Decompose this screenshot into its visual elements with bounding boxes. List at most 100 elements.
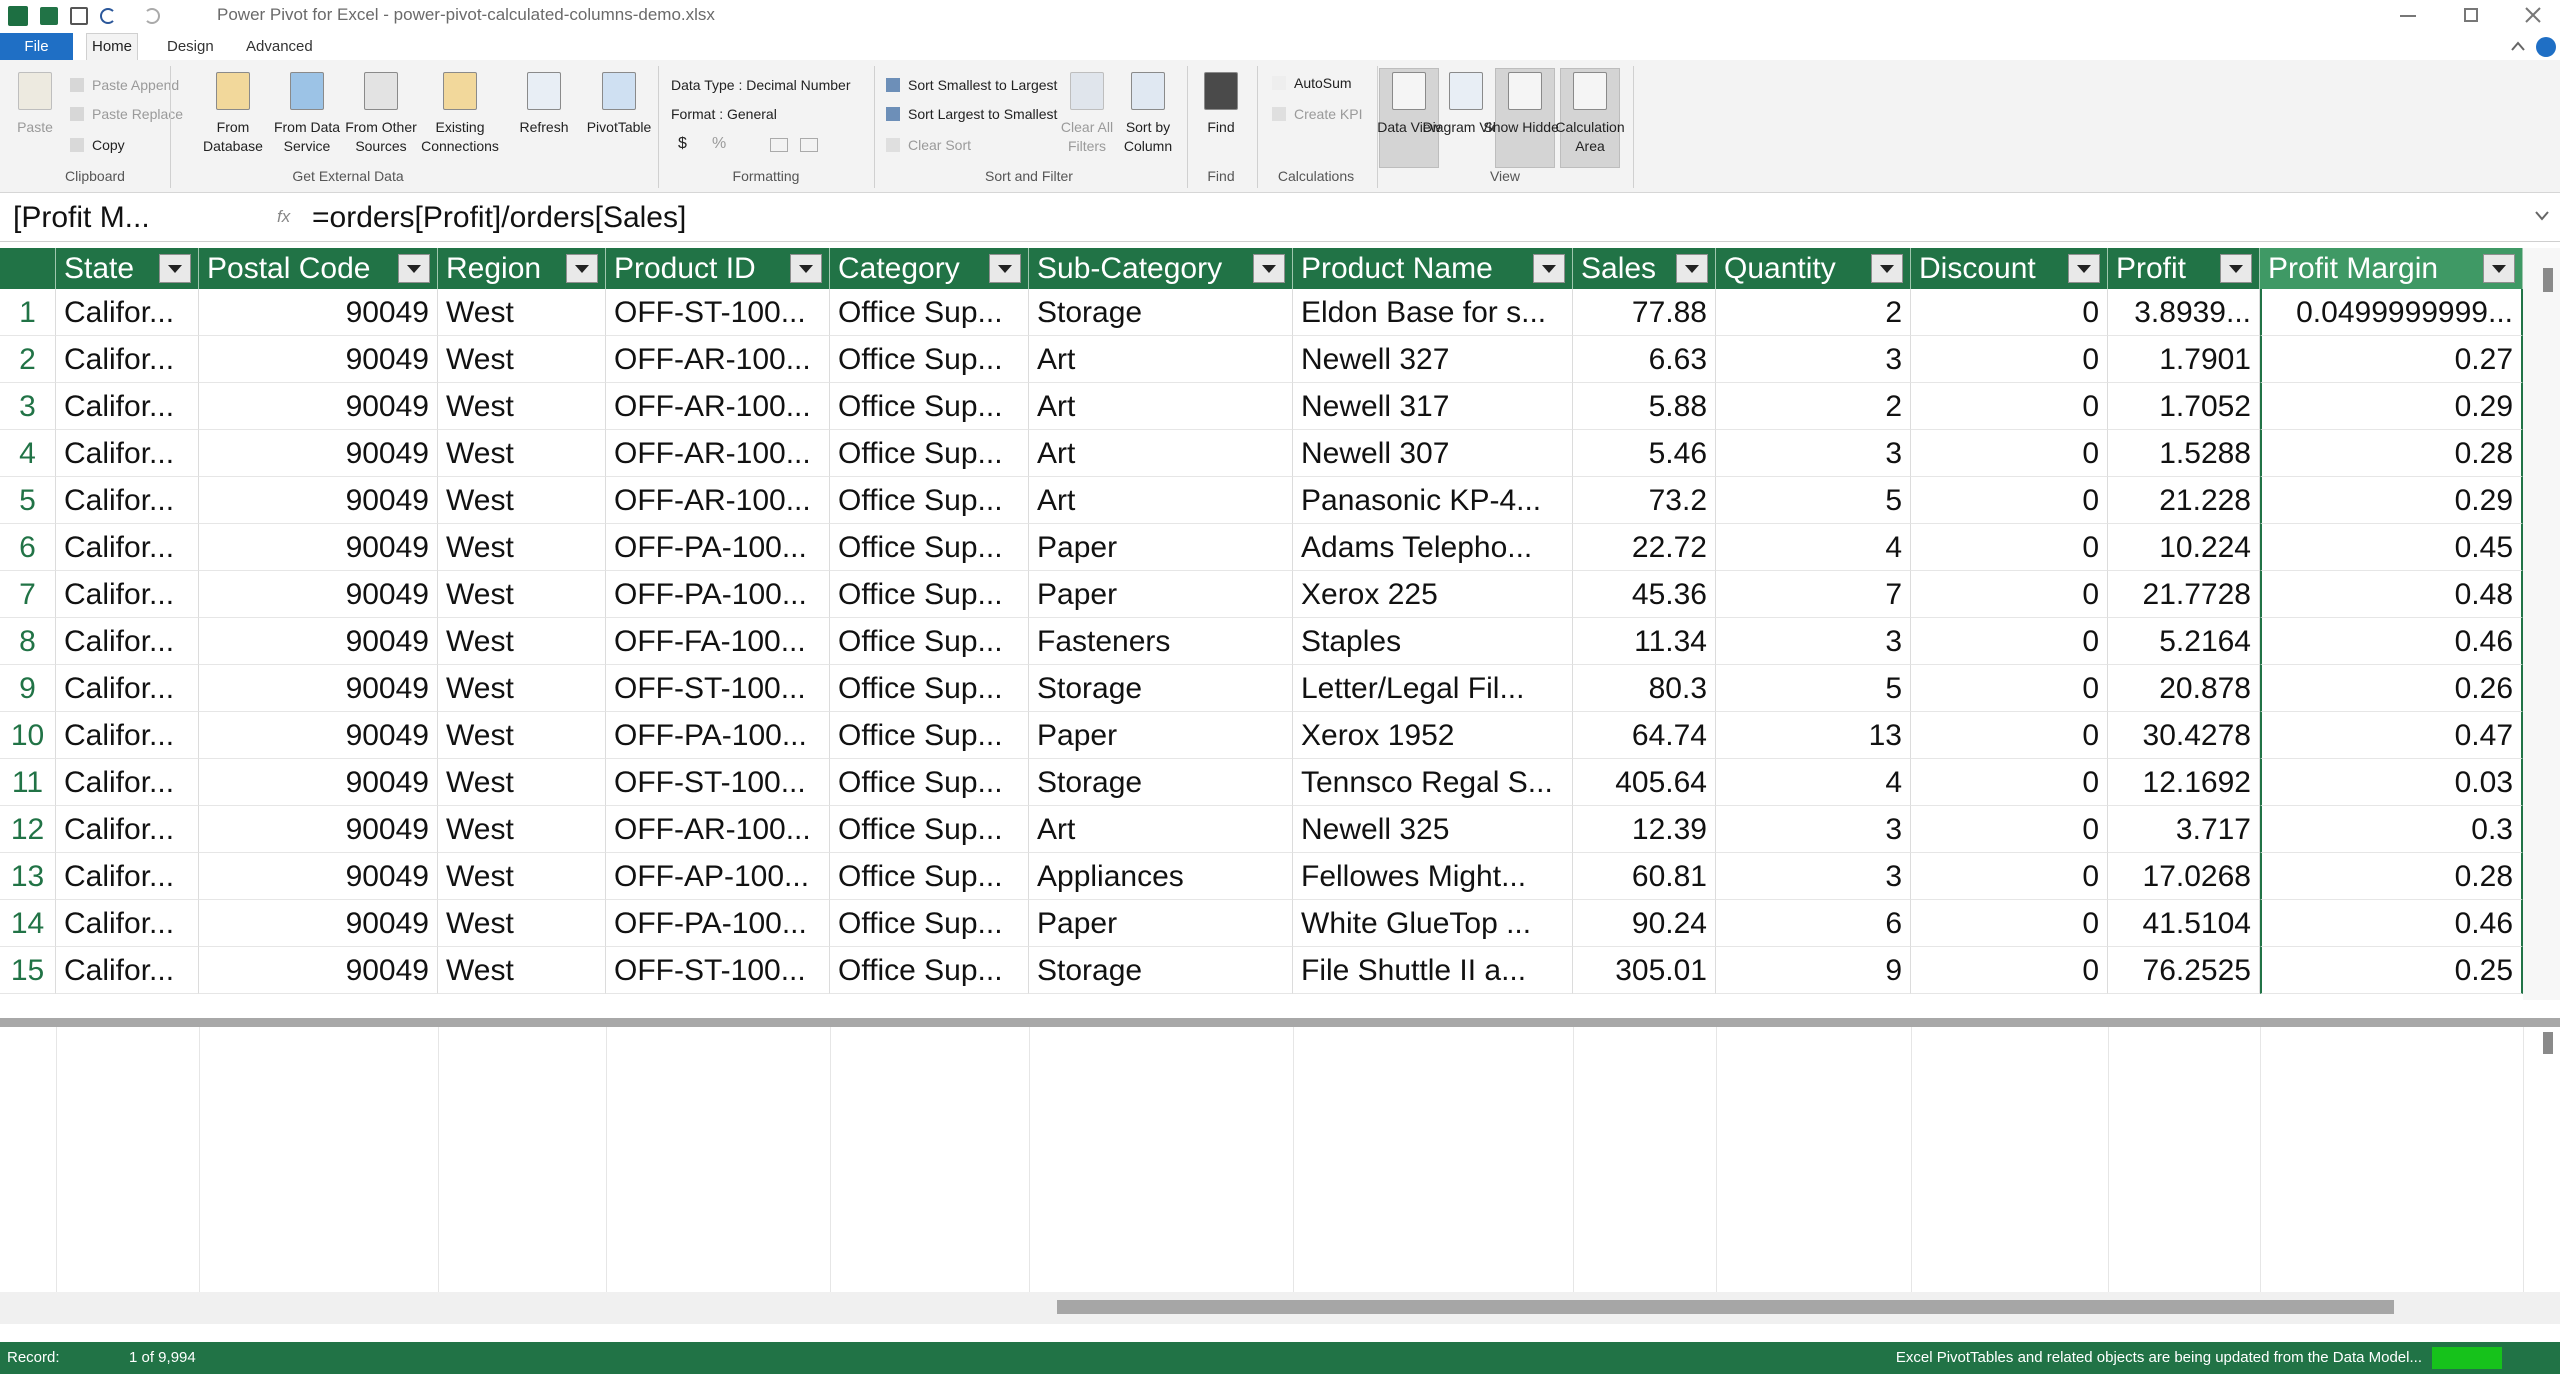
ribbon-dropdown[interactable]: Data Type : Decimal Number [671, 77, 851, 93]
table-cell[interactable]: 5 [1716, 477, 1911, 524]
table-cell[interactable]: 73.2 [1573, 477, 1716, 524]
decimal-icon[interactable] [770, 138, 788, 152]
table-cell[interactable]: 0 [1911, 665, 2108, 712]
table-cell[interactable]: 0.26 [2260, 665, 2523, 712]
table-cell[interactable]: 0.47 [2260, 712, 2523, 759]
table-cell[interactable]: 41.5104 [2108, 900, 2260, 947]
table-cell[interactable]: OFF-ST-100... [606, 947, 830, 994]
table-cell[interactable]: 405.64 [1573, 759, 1716, 806]
table-cell[interactable]: West [438, 477, 606, 524]
table-cell[interactable]: West [438, 524, 606, 571]
table-cell[interactable]: Paper [1029, 712, 1293, 759]
table-cell[interactable]: Paper [1029, 571, 1293, 618]
table-cell[interactable]: Office Sup... [830, 712, 1029, 759]
table-cell[interactable]: Paper [1029, 524, 1293, 571]
table-cell[interactable]: Letter/Legal Fil... [1293, 665, 1573, 712]
table-cell[interactable]: Office Sup... [830, 477, 1029, 524]
close-button[interactable] [2524, 6, 2542, 24]
filter-dropdown[interactable] [1871, 254, 1903, 283]
table-cell[interactable]: Art [1029, 336, 1293, 383]
table-cell[interactable]: 90049 [199, 806, 438, 853]
table-cell[interactable]: 90049 [199, 571, 438, 618]
table-cell[interactable]: 22.72 [1573, 524, 1716, 571]
filter-dropdown[interactable] [790, 254, 822, 283]
table-cell[interactable]: 3.8939... [2108, 289, 2260, 336]
table-cell[interactable]: 5.46 [1573, 430, 1716, 477]
table-cell[interactable]: 13 [1716, 712, 1911, 759]
horizontal-scroll-thumb[interactable] [1057, 1300, 2394, 1314]
table-cell[interactable]: Office Sup... [830, 289, 1029, 336]
table-cell[interactable]: 0 [1911, 477, 2108, 524]
table-cell[interactable]: 305.01 [1573, 947, 1716, 994]
table-cell[interactable]: 3 [1716, 430, 1911, 477]
table-cell[interactable]: Califor... [56, 618, 199, 665]
table-cell[interactable]: OFF-AR-100... [606, 383, 830, 430]
ribbon-button[interactable]: Refresh [519, 119, 569, 135]
design-tab[interactable]: Design [167, 38, 214, 55]
table-cell[interactable]: Tennsco Regal S... [1293, 759, 1573, 806]
filter-dropdown[interactable] [2483, 254, 2515, 283]
expand-formula-button[interactable] [2534, 210, 2550, 222]
table-cell[interactable]: OFF-ST-100... [606, 665, 830, 712]
table-cell[interactable]: 21.228 [2108, 477, 2260, 524]
table-cell[interactable]: 64.74 [1573, 712, 1716, 759]
ribbon-button[interactable]: From Data Service [273, 119, 341, 154]
table-cell[interactable]: Office Sup... [830, 900, 1029, 947]
table-cell[interactable]: 90049 [199, 759, 438, 806]
minimize-button[interactable] [2400, 15, 2416, 17]
table-cell[interactable]: West [438, 947, 606, 994]
ribbon-button[interactable]: Data View [1377, 119, 1441, 135]
ribbon-button[interactable]: Clear Sort [908, 137, 972, 153]
table-cell[interactable]: 90049 [199, 336, 438, 383]
table-cell[interactable]: File Shuttle II a... [1293, 947, 1573, 994]
table-cell[interactable]: OFF-AP-100... [606, 853, 830, 900]
table-cell[interactable]: Art [1029, 806, 1293, 853]
ribbon-button[interactable]: Existing Connections [421, 119, 499, 154]
table-cell[interactable]: 12.1692 [2108, 759, 2260, 806]
table-cell[interactable]: 90049 [199, 665, 438, 712]
table-cell[interactable]: 3 [1716, 806, 1911, 853]
ribbon-button[interactable]: Show Hidden [1483, 119, 1567, 135]
table-cell[interactable]: Office Sup... [830, 336, 1029, 383]
table-cell[interactable]: 0 [1911, 712, 2108, 759]
table-cell[interactable]: OFF-PA-100... [606, 571, 830, 618]
filter-dropdown[interactable] [159, 254, 191, 283]
filter-dropdown[interactable] [1676, 254, 1708, 283]
table-cell[interactable]: West [438, 430, 606, 477]
ribbon-button[interactable]: PivotTable [586, 119, 652, 135]
table-cell[interactable]: 90.24 [1573, 900, 1716, 947]
filter-dropdown[interactable] [2068, 254, 2100, 283]
table-cell[interactable]: Califor... [56, 900, 199, 947]
table-cell[interactable]: 9 [1716, 947, 1911, 994]
ribbon-button[interactable]: Clear All Filters [1060, 119, 1114, 154]
splitter[interactable] [0, 1018, 2560, 1027]
table-cell[interactable]: 90049 [199, 900, 438, 947]
collapse-ribbon-button[interactable] [2510, 40, 2526, 52]
table-cell[interactable]: West [438, 853, 606, 900]
table-cell[interactable]: Office Sup... [830, 759, 1029, 806]
table-cell[interactable]: Califor... [56, 712, 199, 759]
table-cell[interactable]: 90049 [199, 383, 438, 430]
table-cell[interactable]: Appliances [1029, 853, 1293, 900]
table-cell[interactable]: 0 [1911, 618, 2108, 665]
table-cell[interactable]: 90049 [199, 477, 438, 524]
table-cell[interactable]: Califor... [56, 665, 199, 712]
ribbon-button[interactable]: Find [1207, 119, 1235, 135]
table-cell[interactable]: 90049 [199, 712, 438, 759]
table-cell[interactable]: 2 [1716, 289, 1911, 336]
table-cell[interactable]: 3 [1716, 853, 1911, 900]
name-box[interactable]: [Profit M... [13, 201, 150, 234]
table-cell[interactable]: Art [1029, 430, 1293, 477]
table-cell[interactable]: OFF-ST-100... [606, 759, 830, 806]
table-cell[interactable]: 90049 [199, 947, 438, 994]
table-cell[interactable]: OFF-ST-100... [606, 289, 830, 336]
table-cell[interactable]: 0 [1911, 524, 2108, 571]
table-cell[interactable]: 90049 [199, 289, 438, 336]
table-cell[interactable]: Xerox 1952 [1293, 712, 1573, 759]
table-cell[interactable]: Office Sup... [830, 618, 1029, 665]
table-cell[interactable]: Office Sup... [830, 430, 1029, 477]
table-cell[interactable]: West [438, 900, 606, 947]
table-cell[interactable]: Adams Telepho... [1293, 524, 1573, 571]
ribbon-button[interactable]: Paste [17, 119, 53, 135]
table-cell[interactable]: Storage [1029, 289, 1293, 336]
